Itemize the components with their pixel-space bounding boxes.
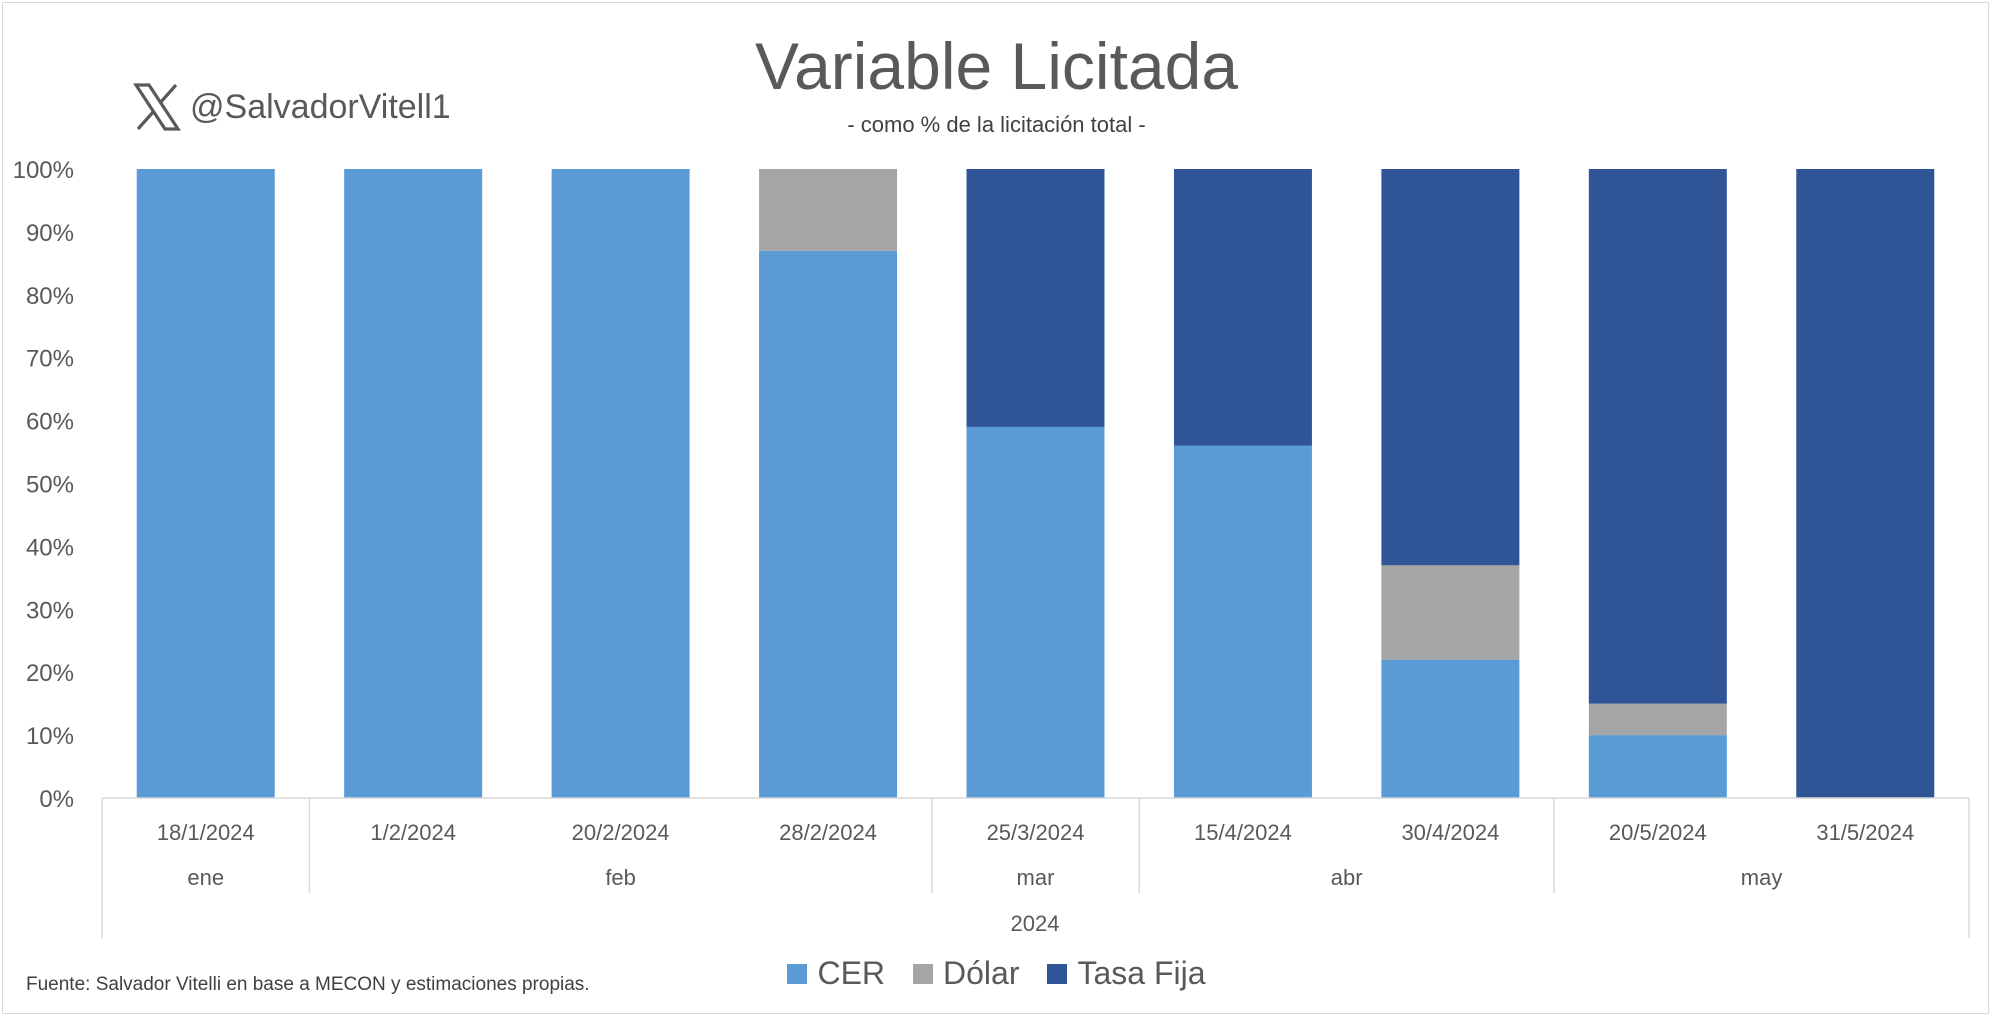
bar-cer [1173,445,1312,798]
legend-swatch [913,963,934,984]
handle-text: @SalvadorVitell1 [190,87,451,126]
bar-cer [1381,659,1520,798]
legend-label: Tasa Fija [1077,955,1206,991]
x-tick-label: 20/5/2024 [1609,820,1707,845]
x-tick-label: 1/2/2024 [370,820,456,845]
x-tick-label: 28/2/2024 [779,820,877,845]
bar-tasa-fija [1796,169,1935,798]
legend-swatch [1047,963,1068,984]
chart-subtitle: - como % de la licitación total - [847,112,1146,137]
month-label: abr [1331,865,1363,890]
x-tick-label: 31/5/2024 [1816,820,1914,845]
y-tick-label: 90% [26,220,74,247]
chart-title: Variable Licitada [754,29,1239,103]
x-tick-label: 25/3/2024 [987,820,1085,845]
social-handle: @SalvadorVitell1 [132,82,451,132]
y-tick-label: 100% [13,157,74,184]
bar-cer [551,169,690,798]
bar-cer [759,250,898,798]
y-tick-label: 70% [26,346,74,373]
legend-item: CER [787,955,885,992]
year-label: 2024 [1011,911,1060,936]
y-tick-label: 80% [26,283,74,310]
bar-cer [136,169,275,798]
month-label: ene [187,865,224,890]
source-note: Fuente: Salvador Vitelli en base a MECON… [26,974,590,995]
y-tick-label: 20% [26,660,74,687]
bar-cer [344,169,483,798]
month-label: mar [1017,865,1055,890]
bar-cer [1588,735,1727,798]
month-label: feb [605,865,636,890]
y-tick-label: 50% [26,472,74,499]
legend-swatch [787,963,808,984]
y-tick-label: 10% [26,723,74,750]
x-tick-label: 30/4/2024 [1401,820,1499,845]
bar-tasa-fija [1588,169,1727,704]
bar-tasa-fija [1173,169,1312,446]
y-tick-label: 40% [26,534,74,561]
x-logo-icon [133,83,181,131]
x-tick-label: 18/1/2024 [157,820,255,845]
y-tick-label: 60% [26,409,74,436]
x-tick-label: 15/4/2024 [1194,820,1292,845]
bar-dolar [1588,703,1727,736]
bar-dolar [759,169,898,251]
legend-item: Tasa Fija [1047,955,1206,992]
bar-cer [966,426,1105,798]
bar-dolar [1381,565,1520,660]
legend-item: Dólar [913,955,1019,992]
legend: CER Dólar Tasa Fija [0,955,1993,992]
bar-tasa-fija [966,169,1105,427]
y-tick-label: 30% [26,597,74,624]
bar-tasa-fija [1381,169,1520,566]
y-tick-label: 0% [39,786,74,813]
legend-label: CER [817,955,886,991]
x-tick-label: 20/2/2024 [572,820,670,845]
legend-label: Dólar [943,955,1020,991]
month-label: may [1741,865,1783,890]
